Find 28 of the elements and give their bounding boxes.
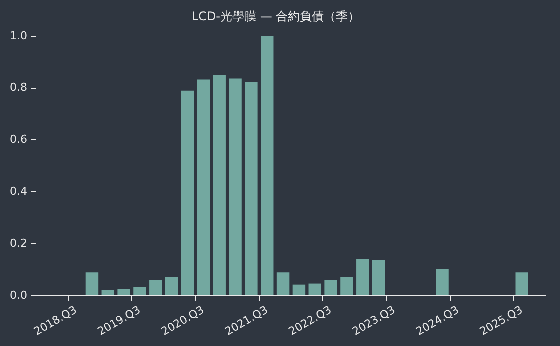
bar [356, 259, 370, 296]
bar [229, 78, 242, 296]
bar [118, 289, 130, 296]
bar [86, 272, 99, 296]
bar [102, 290, 115, 296]
bar [276, 272, 290, 296]
bar [308, 284, 322, 296]
bar [245, 82, 258, 296]
bar [340, 277, 354, 296]
bar [150, 280, 162, 296]
bar [516, 272, 528, 296]
y-tick-label: 0.4 [10, 185, 28, 198]
bar [260, 36, 274, 296]
bar [436, 269, 449, 296]
bar [292, 284, 306, 296]
y-tick-label: 0.2 [10, 236, 28, 250]
bar [197, 80, 210, 296]
bar [181, 90, 194, 296]
y-tick-label: 1.0 [10, 29, 28, 42]
y-tick-label: 0.8 [10, 81, 28, 94]
bar [213, 75, 226, 296]
y-tick-label: 0.0 [10, 288, 28, 302]
bar [134, 287, 146, 296]
chart-title: LCD-光學膜 — 合約負債（季） [192, 9, 360, 24]
bar [165, 277, 178, 296]
y-tick-label: 0.6 [10, 133, 28, 146]
bar [372, 260, 386, 296]
bar [324, 280, 338, 296]
